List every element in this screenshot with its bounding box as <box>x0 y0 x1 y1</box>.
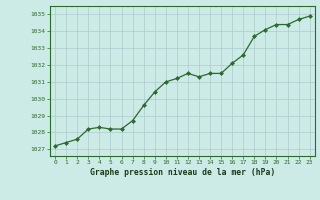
X-axis label: Graphe pression niveau de la mer (hPa): Graphe pression niveau de la mer (hPa) <box>90 168 275 177</box>
